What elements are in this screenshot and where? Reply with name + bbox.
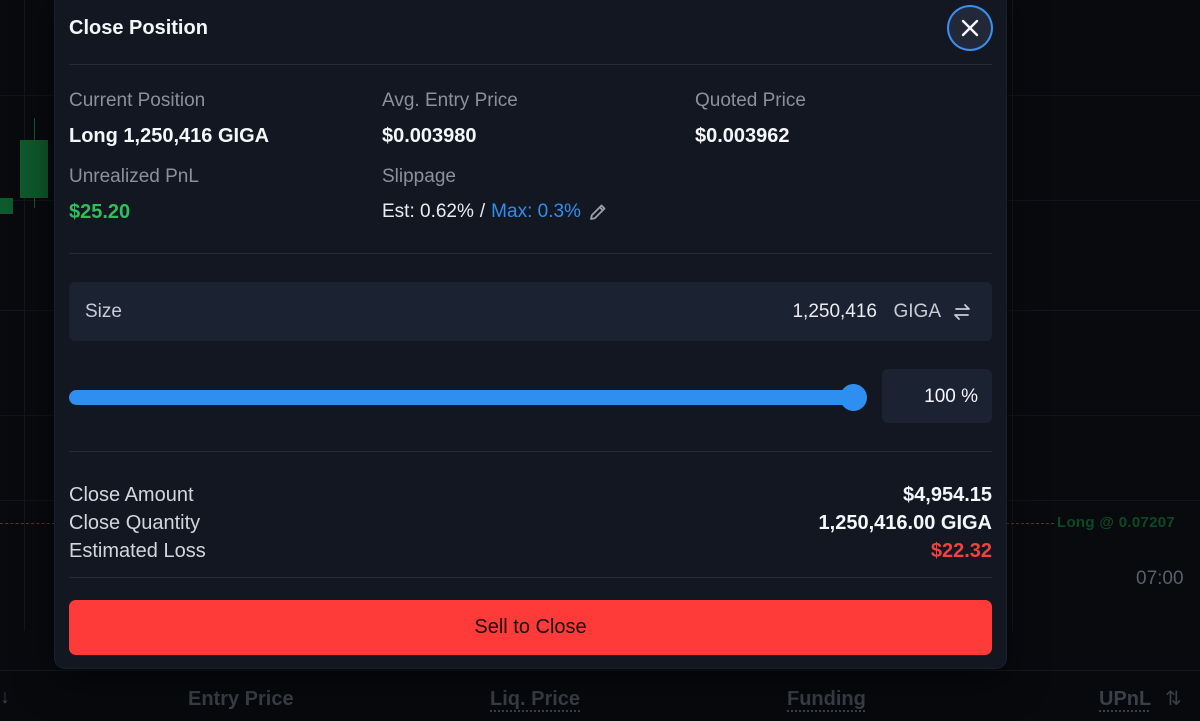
close-icon xyxy=(961,19,979,37)
column-funding[interactable]: Funding xyxy=(787,688,866,711)
divider xyxy=(69,577,992,578)
close-quantity-label: Close Quantity xyxy=(69,512,200,535)
edit-pencil-icon[interactable] xyxy=(587,201,609,223)
size-label: Size xyxy=(85,301,122,323)
percent-value[interactable]: 100 % xyxy=(924,386,978,408)
slippage-estimate: Est: 0.62% xyxy=(382,201,474,223)
unrealized-pnl-label: Unrealized PnL xyxy=(69,166,199,188)
slippage-separator: / xyxy=(480,201,485,223)
divider xyxy=(69,64,992,65)
quoted-price-label: Quoted Price xyxy=(695,90,806,112)
divider xyxy=(69,253,992,254)
close-amount-value: $4,954.15 xyxy=(903,484,992,507)
divider xyxy=(69,451,992,452)
close-button[interactable] xyxy=(949,7,991,49)
swap-unit-icon[interactable] xyxy=(950,300,974,324)
column-liq-price[interactable]: Liq. Price xyxy=(490,688,580,711)
close-position-modal: Close Position Current Position Long 1,2… xyxy=(55,0,1006,668)
size-slider-track[interactable] xyxy=(69,390,855,405)
estimated-loss-value: $22.32 xyxy=(931,540,992,563)
sort-toggle-icon[interactable]: ⇅ xyxy=(1165,686,1182,711)
size-slider-handle[interactable] xyxy=(840,384,867,411)
modal-title: Close Position xyxy=(69,17,208,40)
position-line xyxy=(0,523,55,524)
positions-table-header xyxy=(0,670,1200,721)
size-unit: GIGA xyxy=(893,301,941,323)
position-line-label: Long @ 0.07207 xyxy=(1057,514,1175,531)
current-position-label: Current Position xyxy=(69,90,205,112)
sort-down-icon[interactable]: ↓ xyxy=(0,686,10,709)
position-line xyxy=(1006,523,1054,524)
size-value[interactable]: 1,250,416 xyxy=(792,301,877,323)
candle xyxy=(0,198,13,214)
column-upnl[interactable]: UPnL xyxy=(1099,688,1151,711)
quoted-price-value: $0.003962 xyxy=(695,125,790,148)
unrealized-pnl-value: $25.20 xyxy=(69,201,130,224)
column-entry-price[interactable]: Entry Price xyxy=(188,688,294,711)
size-input[interactable]: Size 1,250,416 GIGA xyxy=(69,282,992,341)
close-quantity-value: 1,250,416.00 GIGA xyxy=(819,512,992,535)
time-axis-label: 07:00 xyxy=(1136,568,1184,590)
close-amount-label: Close Amount xyxy=(69,484,194,507)
sell-to-close-button[interactable]: Sell to Close xyxy=(69,600,992,655)
estimated-loss-label: Estimated Loss xyxy=(69,540,206,563)
slippage-label: Slippage xyxy=(382,166,456,188)
current-position-value: Long 1,250,416 GIGA xyxy=(69,125,269,148)
avg-entry-price-value: $0.003980 xyxy=(382,125,477,148)
candle xyxy=(20,140,48,198)
avg-entry-price-label: Avg. Entry Price xyxy=(382,90,518,112)
slippage-max[interactable]: Max: 0.3% xyxy=(491,201,581,223)
slippage-value: Est: 0.62% / Max: 0.3% xyxy=(382,201,609,223)
percent-input[interactable]: 100 % xyxy=(882,369,992,423)
